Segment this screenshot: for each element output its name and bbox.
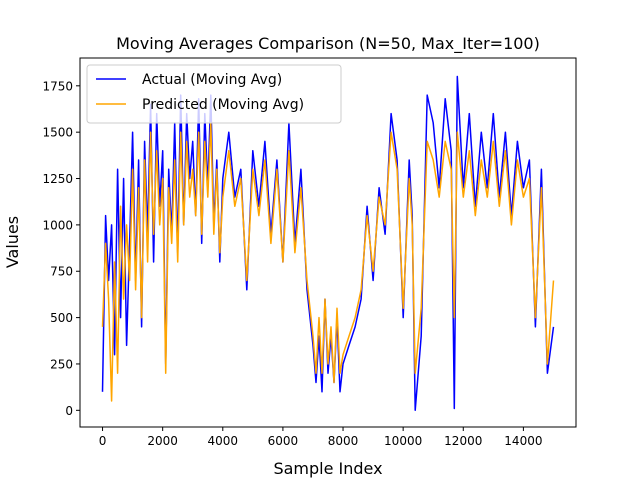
x-axis-label: Sample Index: [273, 459, 382, 478]
y-tick-label: 1750: [42, 79, 73, 93]
series-line-predicted: [101, 122, 555, 402]
legend-box: [86, 64, 342, 124]
y-axis-label: Values: [3, 216, 22, 268]
legend-label-actual: Actual (Moving Avg): [142, 72, 282, 88]
x-tick-label: 6000: [268, 434, 299, 448]
y-tick-label: 250: [50, 357, 73, 371]
x-tick-label: 10000: [384, 434, 422, 448]
x-axis: 0 2000 4000 6000 8000 10000 12000 14000: [99, 427, 542, 448]
y-tick-label: 0: [65, 404, 73, 418]
legend-label-predicted: Predicted (Moving Avg): [142, 97, 304, 113]
y-tick-label: 750: [50, 265, 73, 279]
y-tick-label: 1250: [42, 172, 73, 186]
x-tick-label: 14000: [504, 434, 542, 448]
y-tick-label: 500: [50, 311, 73, 325]
legend: Actual (Moving Avg) Predicted (Moving Av…: [86, 64, 342, 124]
y-axis: 0 250 500 750 1000 1250 1500 1750: [42, 79, 80, 418]
plot-frame: [79, 57, 577, 428]
x-tick-label: 0: [99, 434, 107, 448]
x-tick-label: 8000: [328, 434, 359, 448]
x-tick-label: 4000: [208, 434, 239, 448]
chart-title: Moving Averages Comparison (N=50, Max_It…: [116, 34, 540, 54]
x-tick-label: 12000: [444, 434, 482, 448]
y-tick-label: 1500: [42, 126, 73, 140]
y-tick-label: 1000: [42, 218, 73, 232]
x-tick-label: 2000: [147, 434, 178, 448]
